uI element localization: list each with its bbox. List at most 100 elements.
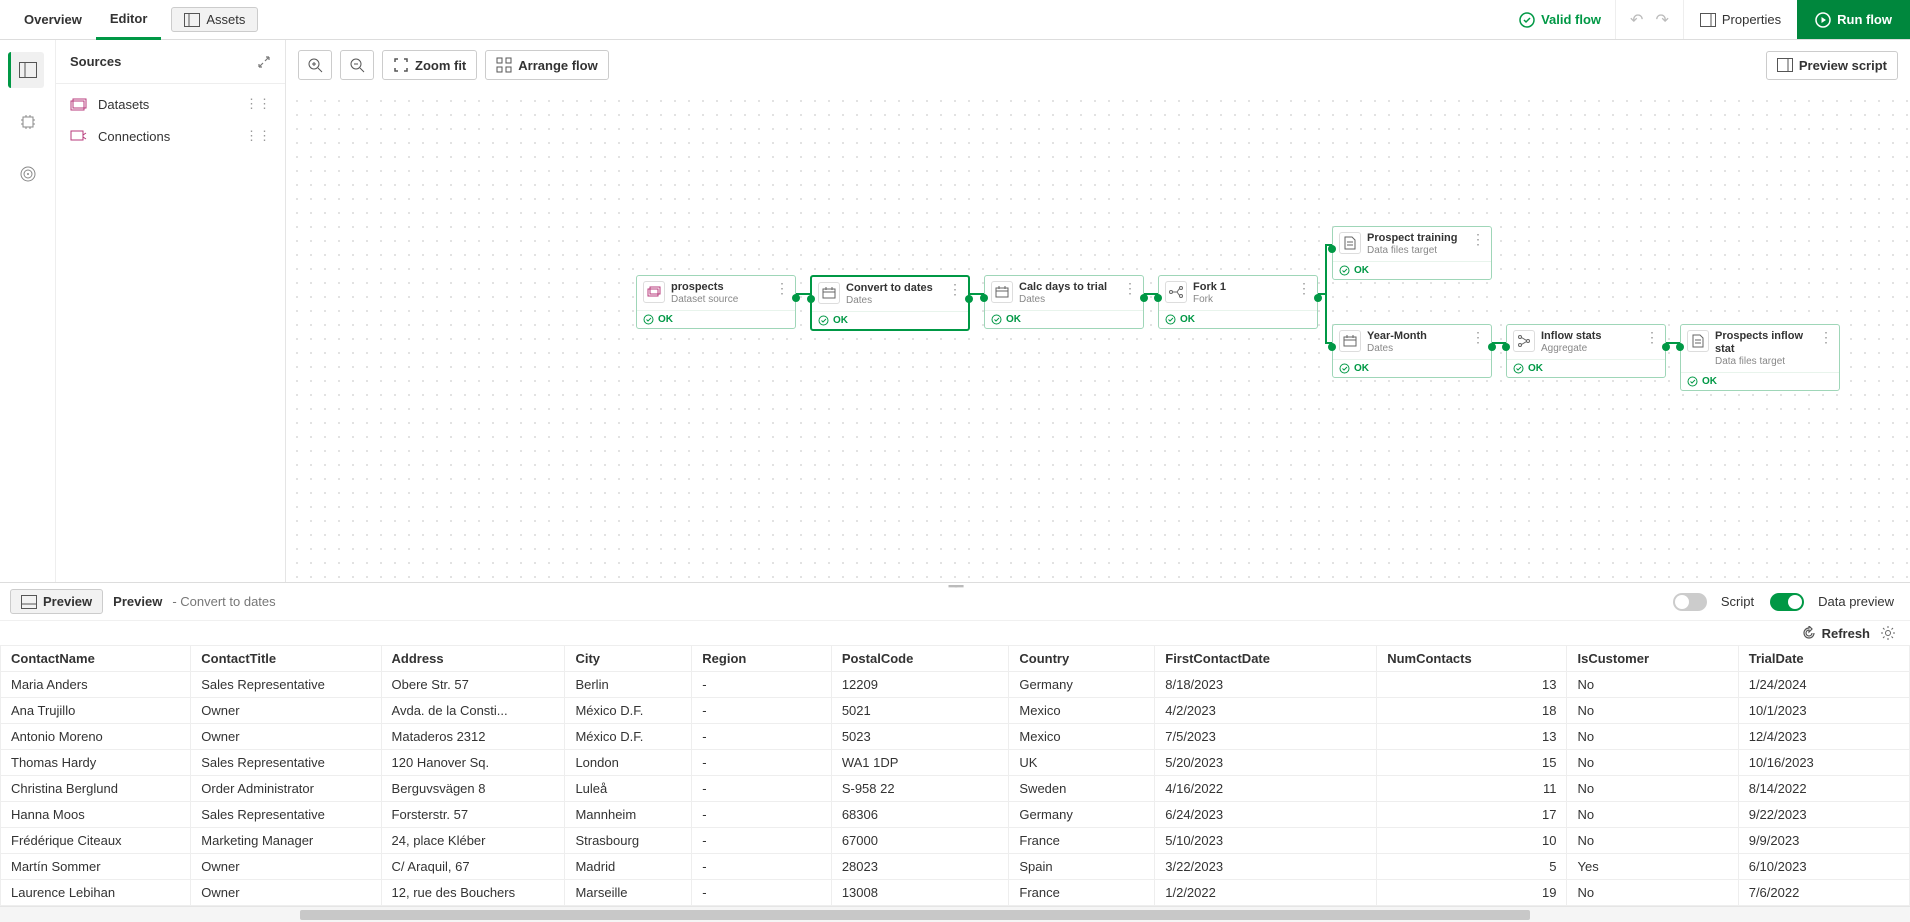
table-row[interactable]: Ana TrujilloOwnerAvda. de la Consti...Mé… (1, 698, 1910, 724)
flow-node[interactable]: Year-MonthDates⋮OK (1332, 324, 1492, 378)
table-row[interactable]: Laurence LebihanOwner12, rue des Boucher… (1, 880, 1910, 906)
zoom-fit-button[interactable]: Zoom fit (382, 50, 477, 80)
node-menu-icon[interactable]: ⋮ (1471, 232, 1485, 246)
table-cell: Germany (1009, 802, 1155, 828)
node-menu-icon[interactable]: ⋮ (1297, 281, 1311, 295)
flow-node[interactable]: Calc days to trialDates⋮OK (984, 275, 1144, 329)
port-in[interactable] (1502, 343, 1510, 351)
expand-icon[interactable] (257, 55, 271, 69)
table-cell: Frédérique Citeaux (1, 828, 191, 854)
assets-button[interactable]: Assets (171, 7, 258, 32)
table-header[interactable]: Address (381, 646, 565, 672)
table-row[interactable]: Martín SommerOwnerC/ Araquil, 67Madrid-2… (1, 854, 1910, 880)
undo-button[interactable]: ↶ (1624, 10, 1649, 30)
node-title: Calc days to trial (1019, 281, 1107, 294)
preview-button[interactable]: Preview (10, 589, 103, 614)
data-preview-toggle[interactable] (1770, 593, 1804, 611)
table-header[interactable]: City (565, 646, 692, 672)
table-row[interactable]: Maria AndersSales RepresentativeObere St… (1, 672, 1910, 698)
preview-script-label: Preview script (1799, 58, 1887, 73)
node-menu-icon[interactable]: ⋮ (1123, 281, 1137, 295)
table-header[interactable]: PostalCode (831, 646, 1009, 672)
table-row[interactable]: Frédérique CiteauxMarketing Manager24, p… (1, 828, 1910, 854)
node-menu-icon[interactable]: ⋮ (1471, 330, 1485, 344)
drag-handle-icon[interactable]: ⋮⋮ (245, 96, 271, 112)
node-menu-icon[interactable]: ⋮ (1645, 330, 1659, 344)
table-row[interactable]: Antonio MorenoOwnerMataderos 2312México … (1, 724, 1910, 750)
flow-node[interactable]: Convert to datesDates⋮OK (810, 275, 970, 331)
zoom-in-button[interactable] (298, 50, 332, 80)
table-cell: Antonio Moreno (1, 724, 191, 750)
toolstrip-sources[interactable] (8, 52, 44, 88)
port-in[interactable] (1328, 343, 1336, 351)
flow-node[interactable]: Fork 1Fork⋮OK (1158, 275, 1318, 329)
table-header[interactable]: NumContacts (1377, 646, 1567, 672)
flow-canvas[interactable]: prospectsDataset source⋮OK Convert to dat… (286, 90, 1910, 582)
flow-node[interactable]: Inflow statsAggregate⋮OK (1506, 324, 1666, 378)
drag-handle-icon[interactable]: ⋮⋮ (245, 128, 271, 144)
arrange-flow-button[interactable]: Arrange flow (485, 50, 608, 80)
preview-table-wrap[interactable]: ContactNameContactTitleAddressCityRegion… (0, 645, 1910, 906)
preview-script-button[interactable]: Preview script (1766, 51, 1898, 80)
port-in[interactable] (980, 294, 988, 302)
refresh-icon (1802, 626, 1816, 640)
settings-icon[interactable] (1880, 625, 1896, 641)
table-header[interactable]: Country (1009, 646, 1155, 672)
script-toggle[interactable] (1673, 593, 1707, 611)
port-out[interactable] (792, 294, 800, 302)
horizontal-scrollbar[interactable] (0, 906, 1910, 922)
port-out[interactable] (1662, 343, 1670, 351)
zoom-out-button[interactable] (340, 50, 374, 80)
port-out[interactable] (1314, 294, 1322, 302)
port-in[interactable] (1328, 245, 1336, 253)
toolstrip-processors[interactable] (10, 104, 46, 140)
panel-icon (1777, 58, 1793, 72)
table-cell: 6/10/2023 (1738, 854, 1909, 880)
table-header[interactable]: TrialDate (1738, 646, 1909, 672)
port-in[interactable] (1676, 343, 1684, 351)
run-flow-button[interactable]: Run flow (1797, 0, 1910, 39)
left-toolstrip (0, 40, 56, 582)
node-menu-icon[interactable]: ⋮ (1819, 330, 1833, 344)
port-in[interactable] (807, 295, 815, 303)
table-cell: Maria Anders (1, 672, 191, 698)
port-in[interactable] (1154, 294, 1162, 302)
run-label: Run flow (1837, 12, 1892, 27)
tab-editor[interactable]: Editor (96, 0, 162, 40)
flow-node[interactable]: Prospect trainingData files target⋮OK (1332, 226, 1492, 280)
panel-icon (1700, 13, 1716, 27)
table-header[interactable]: IsCustomer (1567, 646, 1738, 672)
port-out[interactable] (965, 295, 973, 303)
table-cell: 68306 (831, 802, 1009, 828)
properties-button[interactable]: Properties (1683, 0, 1797, 39)
flow-node[interactable]: Prospects inflow statData files target⋮O… (1680, 324, 1840, 391)
refresh-button[interactable]: Refresh (1802, 626, 1870, 641)
sidebar-item-label: Datasets (98, 97, 149, 112)
table-header[interactable]: FirstContactDate (1155, 646, 1377, 672)
table-cell: Berlin (565, 672, 692, 698)
table-header[interactable]: ContactTitle (191, 646, 381, 672)
toolstrip-targets[interactable] (10, 156, 46, 192)
resize-handle[interactable]: ━━ (949, 578, 962, 595)
preview-btn-label: Preview (43, 594, 92, 609)
data-toggle-label: Data preview (1818, 594, 1894, 609)
tab-overview[interactable]: Overview (10, 0, 96, 40)
table-row[interactable]: Hanna MoosSales RepresentativeForsterstr… (1, 802, 1910, 828)
table-header[interactable]: Region (692, 646, 832, 672)
table-header[interactable]: ContactName (1, 646, 191, 672)
table-cell: 19 (1377, 880, 1567, 906)
table-row[interactable]: Christina BerglundOrder AdministratorBer… (1, 776, 1910, 802)
port-out[interactable] (1488, 343, 1496, 351)
sidebar-item-datasets[interactable]: Datasets ⋮⋮ (56, 88, 285, 120)
node-menu-icon[interactable]: ⋮ (948, 282, 962, 296)
port-out[interactable] (1140, 294, 1148, 302)
flow-node[interactable]: prospectsDataset source⋮OK (636, 275, 796, 329)
table-cell: 7/5/2023 (1155, 724, 1377, 750)
table-cell: Marketing Manager (191, 828, 381, 854)
sidebar-item-connections[interactable]: Connections ⋮⋮ (56, 120, 285, 152)
scrollbar-thumb[interactable] (300, 910, 1530, 920)
table-cell: 10 (1377, 828, 1567, 854)
table-row[interactable]: Thomas HardySales Representative120 Hano… (1, 750, 1910, 776)
node-menu-icon[interactable]: ⋮ (775, 281, 789, 295)
redo-button[interactable]: ↷ (1649, 10, 1674, 30)
